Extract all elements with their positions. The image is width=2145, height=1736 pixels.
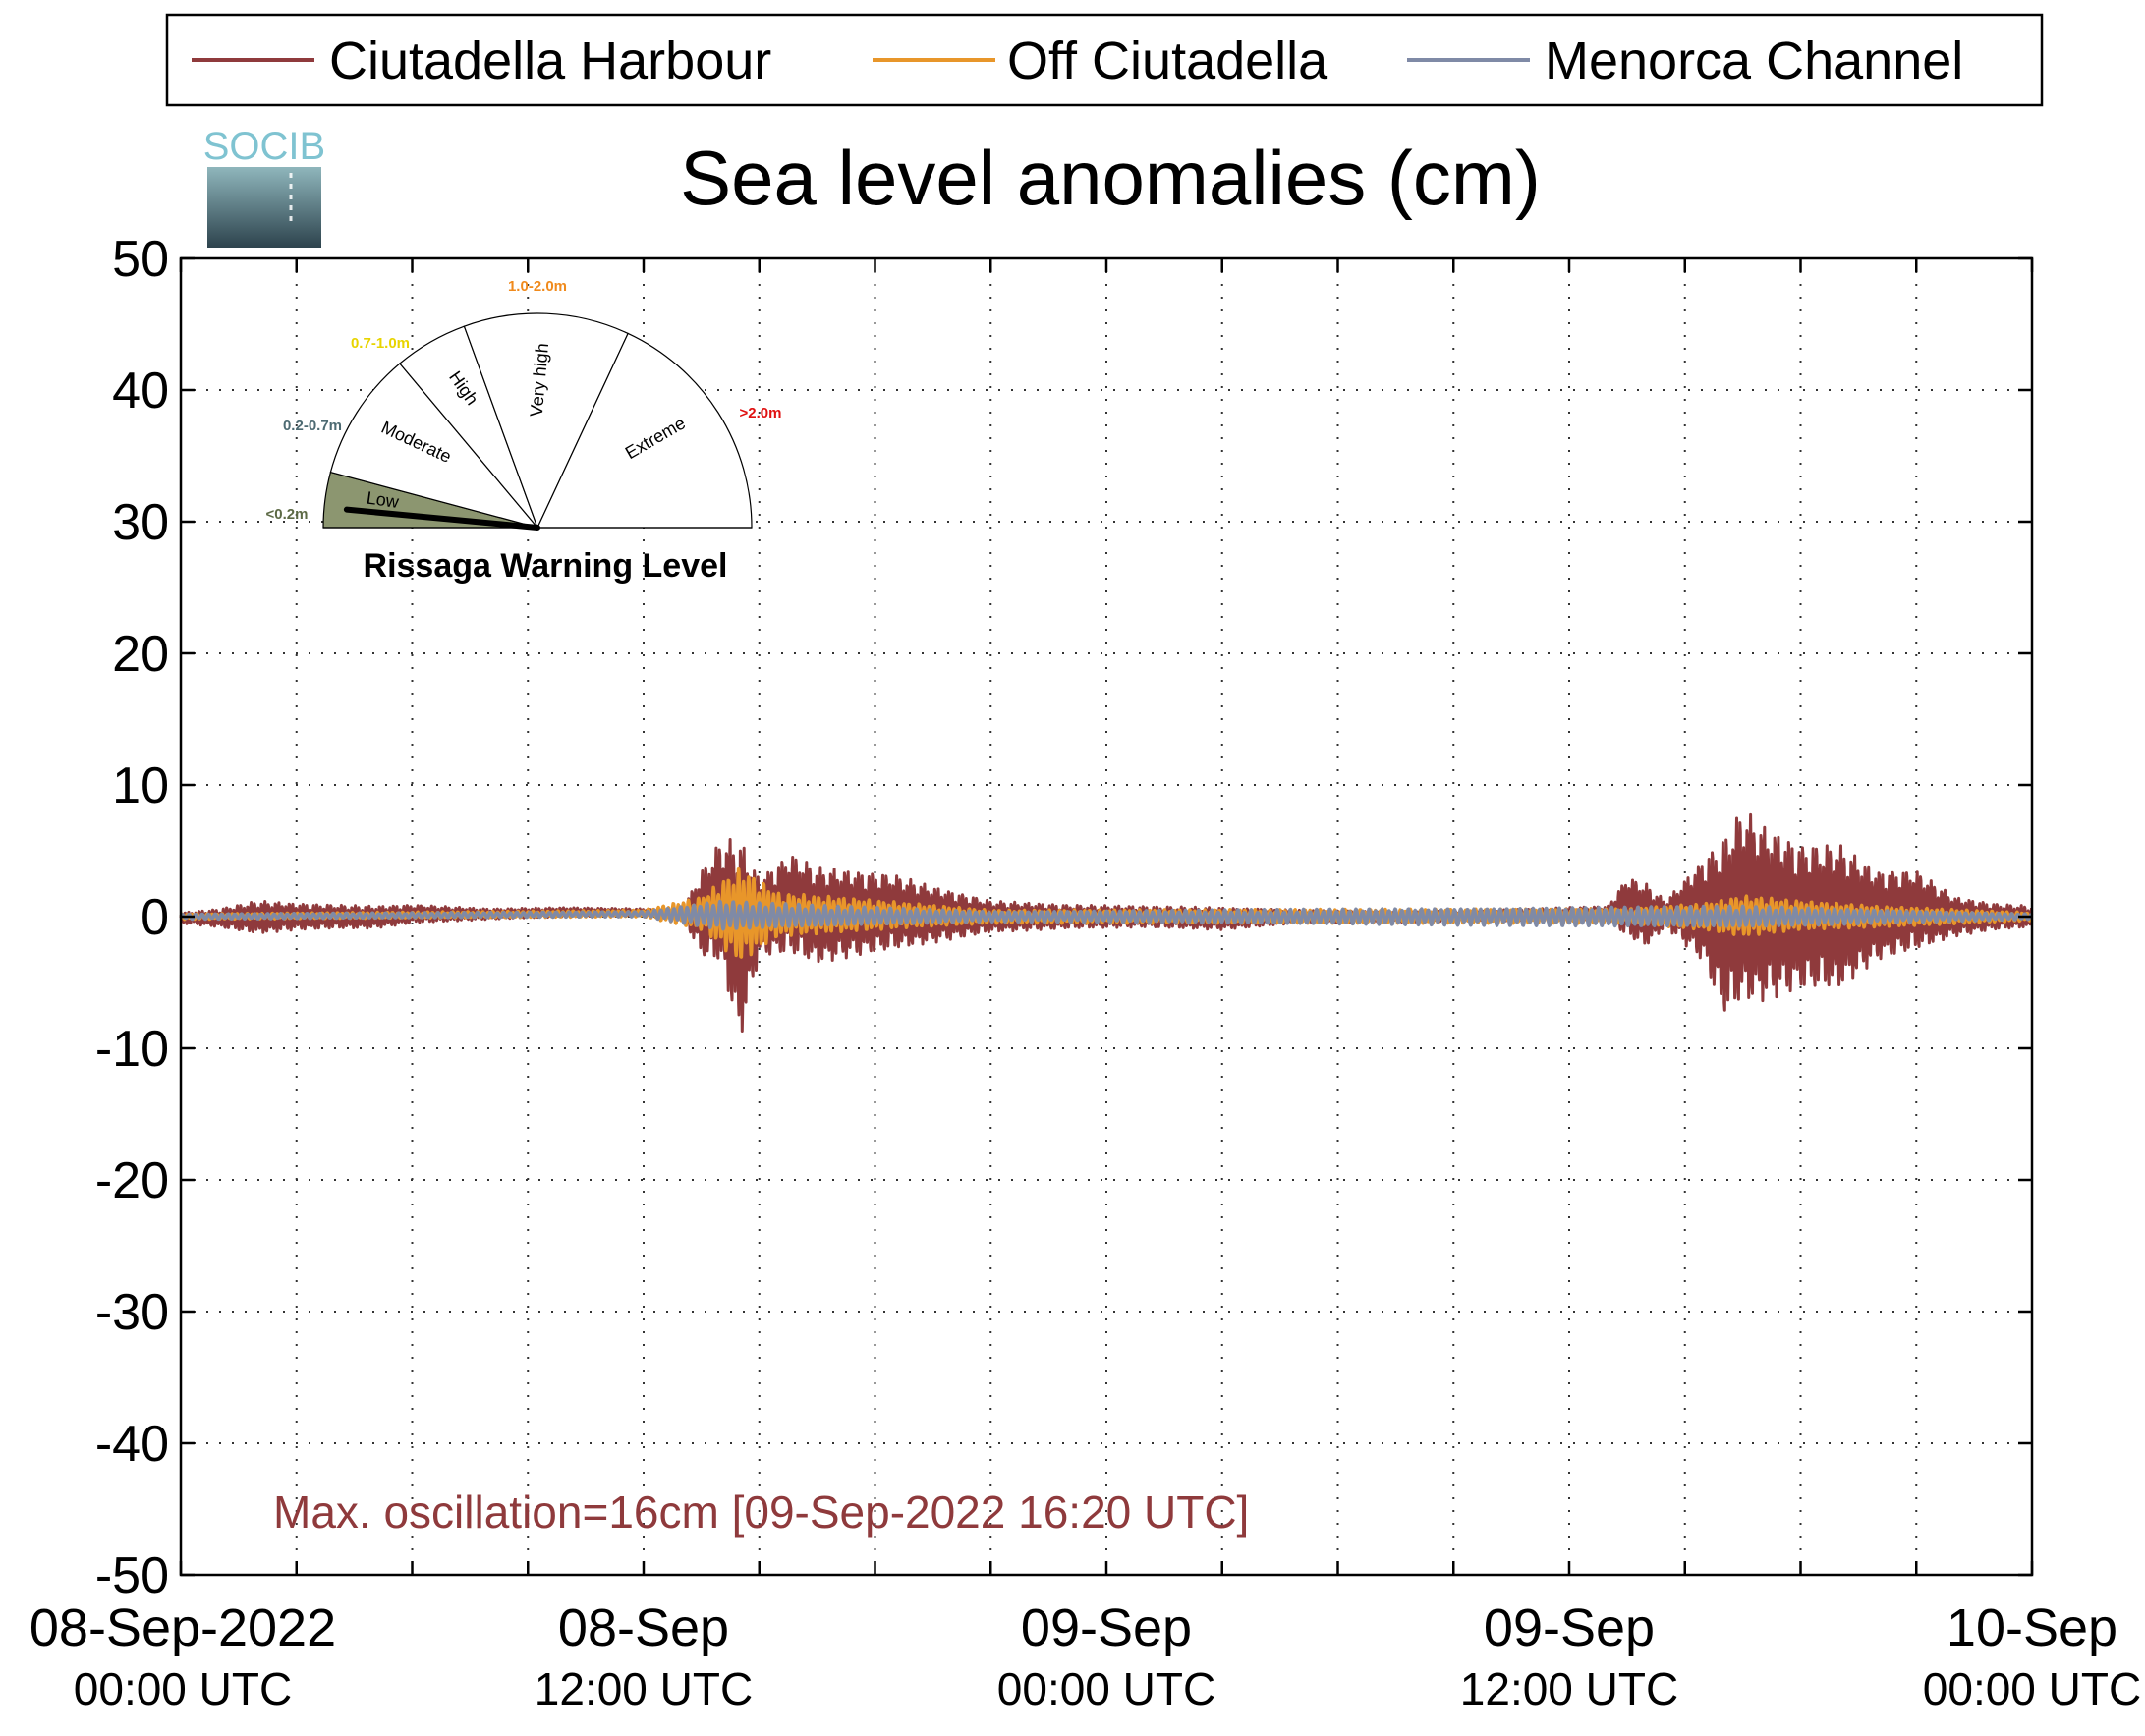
x-tick-label-time: 00:00 UTC (74, 1663, 292, 1714)
y-tick-label: 0 (141, 889, 169, 946)
logo-text: SOCIB (203, 125, 325, 168)
legend-label: Ciutadella Harbour (329, 31, 771, 90)
chart-title: Sea level anomalies (cm) (680, 135, 1541, 221)
legend-label: Menorca Channel (1545, 31, 1963, 90)
y-tick-label: 50 (112, 231, 169, 288)
gauge-sector (463, 312, 629, 530)
max-oscillation-annotation: Max. oscillation=16cm [09-Sep-2022 16:20… (273, 1486, 1249, 1538)
x-tick-label-time: 00:00 UTC (997, 1663, 1215, 1714)
gauge-range-label: <0.2m (266, 506, 309, 523)
y-tick-label: 10 (112, 757, 169, 814)
gauge-range-label: >2.0m (740, 405, 782, 421)
legend: Ciutadella Harbour Off Ciutadella Menorca … (165, 13, 2044, 107)
socib-logo: SOCIB (203, 125, 325, 248)
x-tick-label-time: 12:00 UTC (1460, 1663, 1678, 1714)
y-tick-label: 20 (112, 626, 169, 683)
x-tick-label-date: 09-Sep (1484, 1598, 1655, 1657)
y-tick-label: -30 (95, 1284, 169, 1341)
gauge-range-label: 1.0-2.0m (508, 278, 567, 295)
y-tick-label: 30 (112, 494, 169, 551)
series-layer (179, 812, 2034, 1033)
gauge-title: Rissaga Warning Level (364, 547, 728, 585)
y-tick-label: 40 (112, 363, 169, 420)
legend-box (165, 13, 2044, 107)
gauge-sector (536, 332, 753, 529)
gauge-sector (329, 363, 539, 530)
y-tick-label: -50 (95, 1547, 169, 1604)
gauge-range-label: 0.2-0.7m (283, 418, 342, 434)
y-axis: 50 40 30 20 10 0 -10 -20 -30 -40 -50 (95, 231, 2032, 1604)
y-tick-label: -10 (95, 1021, 169, 1078)
y-tick-label: -20 (95, 1152, 169, 1209)
logo-block (207, 167, 321, 248)
x-tick-label-date: 10-Sep (1947, 1598, 2117, 1657)
x-tick-label-date: 09-Sep (1021, 1598, 1192, 1657)
x-tick-label-date: 08-Sep (558, 1598, 729, 1657)
x-axis: 08-Sep-2022 00:00 UTC 08-Sep 12:00 UTC 09-Se… (29, 258, 2141, 1714)
legend-label: Off Ciutadella (1007, 31, 1328, 90)
x-tick-label-time: 12:00 UTC (535, 1663, 753, 1714)
y-tick-label: -40 (95, 1416, 169, 1473)
x-tick-label-date: 08-Sep-2022 (29, 1598, 336, 1657)
series-line (179, 899, 2033, 931)
plot-area: 50 40 30 20 10 0 -10 -20 -30 -40 -50 08-Sep-2022 00… (29, 231, 2141, 1714)
gauge-sector-label: Low (366, 488, 401, 513)
x-tick-label-time: 00:00 UTC (1923, 1663, 2141, 1714)
gauge-needle (343, 506, 540, 531)
gauge-range-label: 0.7-1.0m (351, 335, 410, 352)
